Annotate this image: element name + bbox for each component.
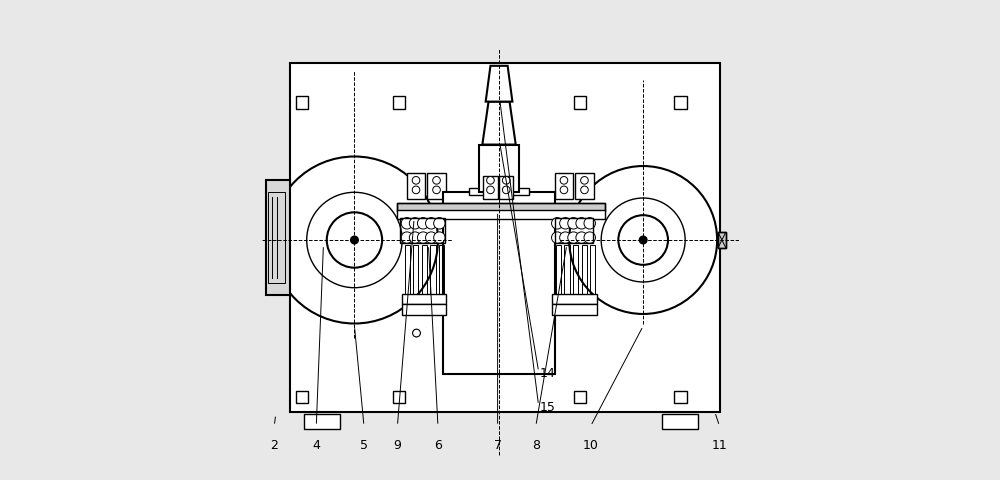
- Bar: [304, 414, 340, 429]
- Bar: [718, 232, 726, 248]
- Text: 14: 14: [540, 367, 556, 380]
- Bar: [427, 173, 446, 199]
- Bar: [393, 96, 405, 109]
- Bar: [552, 304, 597, 315]
- Bar: [674, 391, 687, 403]
- Circle shape: [413, 329, 420, 337]
- Bar: [590, 245, 595, 295]
- Circle shape: [487, 186, 494, 194]
- Bar: [674, 96, 687, 109]
- Circle shape: [417, 232, 429, 243]
- Circle shape: [560, 177, 568, 184]
- Bar: [574, 391, 586, 403]
- Bar: [393, 391, 405, 403]
- Bar: [469, 188, 529, 195]
- Circle shape: [409, 217, 421, 229]
- Bar: [397, 203, 605, 211]
- Circle shape: [581, 186, 588, 194]
- Bar: [564, 245, 570, 295]
- Bar: [296, 391, 308, 403]
- Bar: [575, 173, 594, 199]
- Circle shape: [412, 186, 420, 194]
- Circle shape: [351, 236, 358, 244]
- Text: 7: 7: [494, 439, 502, 452]
- Circle shape: [560, 217, 571, 229]
- Circle shape: [576, 232, 587, 243]
- Bar: [405, 245, 410, 295]
- Circle shape: [560, 186, 568, 194]
- Polygon shape: [482, 102, 516, 144]
- Text: 5: 5: [360, 439, 368, 452]
- Circle shape: [409, 232, 421, 243]
- Circle shape: [576, 217, 587, 229]
- Text: 10: 10: [583, 439, 599, 452]
- Circle shape: [307, 192, 402, 288]
- Bar: [662, 414, 698, 429]
- Bar: [266, 180, 290, 295]
- Bar: [290, 63, 720, 412]
- Circle shape: [401, 217, 413, 229]
- Polygon shape: [486, 66, 512, 102]
- Text: 11: 11: [712, 439, 727, 452]
- Bar: [402, 304, 446, 315]
- Bar: [499, 176, 513, 199]
- Bar: [582, 245, 587, 295]
- Bar: [407, 173, 425, 199]
- Circle shape: [569, 166, 717, 314]
- Circle shape: [568, 232, 579, 243]
- Circle shape: [601, 198, 685, 282]
- Circle shape: [433, 177, 440, 184]
- Text: 2: 2: [270, 439, 278, 452]
- Bar: [268, 192, 285, 283]
- Circle shape: [552, 217, 563, 229]
- Circle shape: [639, 236, 647, 244]
- Text: 8: 8: [532, 439, 540, 452]
- Circle shape: [433, 186, 440, 194]
- Bar: [479, 144, 519, 192]
- Circle shape: [327, 212, 382, 268]
- Circle shape: [413, 329, 420, 337]
- Circle shape: [401, 232, 413, 243]
- Bar: [718, 232, 726, 248]
- Circle shape: [271, 156, 438, 324]
- Bar: [422, 245, 427, 295]
- Bar: [430, 245, 436, 295]
- Bar: [402, 294, 446, 304]
- Text: 4: 4: [312, 439, 320, 452]
- Bar: [555, 173, 573, 199]
- Circle shape: [581, 177, 588, 184]
- Circle shape: [434, 217, 445, 229]
- Circle shape: [502, 177, 510, 184]
- Bar: [397, 203, 605, 211]
- Circle shape: [552, 232, 563, 243]
- Text: 9: 9: [393, 439, 401, 452]
- Circle shape: [417, 217, 429, 229]
- Bar: [397, 210, 605, 219]
- Bar: [439, 245, 444, 295]
- Circle shape: [426, 217, 437, 229]
- Text: 6: 6: [434, 439, 442, 452]
- Circle shape: [618, 215, 668, 265]
- Circle shape: [434, 232, 445, 243]
- Bar: [573, 245, 578, 295]
- Bar: [413, 245, 418, 295]
- Bar: [552, 294, 597, 304]
- Circle shape: [412, 177, 420, 184]
- Circle shape: [584, 217, 595, 229]
- Bar: [574, 96, 586, 109]
- Bar: [296, 96, 308, 109]
- Circle shape: [568, 217, 579, 229]
- Bar: [555, 217, 593, 243]
- Circle shape: [584, 232, 595, 243]
- Bar: [483, 176, 498, 199]
- Bar: [443, 192, 555, 373]
- Circle shape: [487, 177, 494, 184]
- Bar: [400, 217, 445, 243]
- Bar: [556, 245, 561, 295]
- Circle shape: [426, 232, 437, 243]
- Circle shape: [502, 186, 510, 194]
- Circle shape: [560, 232, 571, 243]
- Text: 15: 15: [540, 400, 556, 414]
